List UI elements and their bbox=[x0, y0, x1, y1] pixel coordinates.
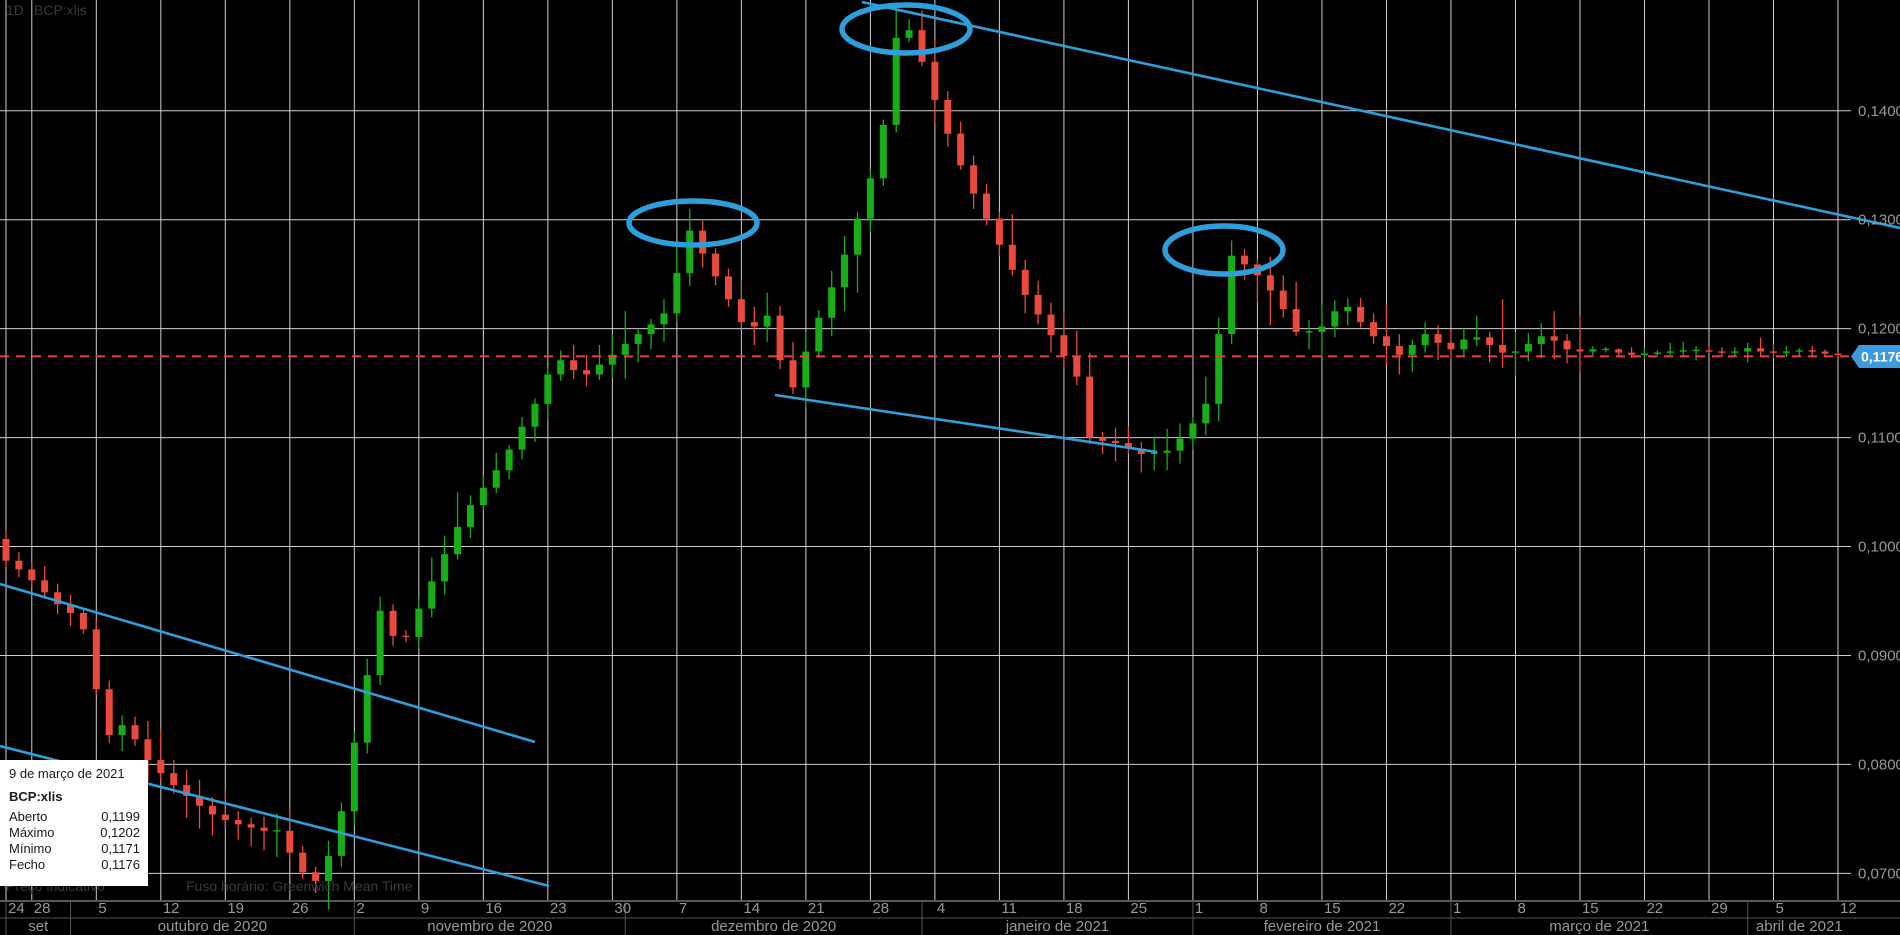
svg-text:26: 26 bbox=[292, 900, 309, 917]
svg-text:outubro de 2020: outubro de 2020 bbox=[158, 918, 267, 935]
svg-text:Fuso horário: Greenwich Mean T: Fuso horário: Greenwich Mean Time bbox=[186, 878, 413, 894]
svg-text:novembro de 2020: novembro de 2020 bbox=[427, 918, 552, 935]
svg-text:0,1400: 0,1400 bbox=[1858, 103, 1900, 120]
svg-text:0,0900: 0,0900 bbox=[1858, 647, 1900, 664]
svg-text:24: 24 bbox=[8, 900, 25, 917]
svg-text:22: 22 bbox=[1646, 900, 1663, 917]
svg-text:0,1200: 0,1200 bbox=[1858, 321, 1900, 338]
svg-text:16: 16 bbox=[485, 900, 502, 917]
svg-text:21: 21 bbox=[808, 900, 825, 917]
svg-text:12: 12 bbox=[1840, 900, 1857, 917]
svg-text:0,1100: 0,1100 bbox=[1858, 430, 1900, 447]
svg-text:30: 30 bbox=[614, 900, 631, 917]
svg-text:12: 12 bbox=[163, 900, 180, 917]
svg-text:8: 8 bbox=[1259, 900, 1267, 917]
svg-text:22: 22 bbox=[1388, 900, 1405, 917]
svg-text:29: 29 bbox=[1711, 900, 1728, 917]
svg-text:23: 23 bbox=[550, 900, 567, 917]
svg-text:0,1176: 0,1176 bbox=[1861, 349, 1900, 365]
svg-text:0,1000: 0,1000 bbox=[1858, 539, 1900, 556]
svg-text:11: 11 bbox=[1001, 900, 1017, 917]
svg-text:abril de 2021: abril de 2021 bbox=[1756, 918, 1843, 935]
svg-text:março de 2021: março de 2021 bbox=[1549, 918, 1649, 935]
svg-text:0,0800: 0,0800 bbox=[1858, 756, 1900, 773]
svg-text:dezembro de 2020: dezembro de 2020 bbox=[711, 918, 836, 935]
svg-text:1D: 1D bbox=[6, 2, 24, 18]
svg-text:28: 28 bbox=[34, 900, 51, 917]
svg-text:5: 5 bbox=[1775, 900, 1783, 917]
svg-text:1: 1 bbox=[1453, 900, 1461, 917]
svg-text:18: 18 bbox=[1066, 900, 1083, 917]
svg-text:0,0700: 0,0700 bbox=[1858, 865, 1900, 882]
svg-text:2: 2 bbox=[356, 900, 364, 917]
svg-text:7: 7 bbox=[679, 900, 687, 917]
svg-text:BCP:xlis: BCP:xlis bbox=[34, 2, 87, 18]
svg-text:4: 4 bbox=[937, 900, 945, 917]
svg-text:fevereiro de 2021: fevereiro de 2021 bbox=[1264, 918, 1381, 935]
svg-text:9: 9 bbox=[421, 900, 429, 917]
svg-text:janeiro de 2021: janeiro de 2021 bbox=[1005, 918, 1109, 935]
svg-text:5: 5 bbox=[98, 900, 106, 917]
svg-text:8: 8 bbox=[1517, 900, 1525, 917]
svg-text:1: 1 bbox=[1195, 900, 1203, 917]
svg-text:14: 14 bbox=[743, 900, 760, 917]
svg-text:25: 25 bbox=[1130, 900, 1147, 917]
svg-text:set: set bbox=[28, 918, 49, 935]
svg-text:15: 15 bbox=[1324, 900, 1341, 917]
svg-text:15: 15 bbox=[1582, 900, 1599, 917]
svg-text:28: 28 bbox=[872, 900, 889, 917]
svg-text:0,1300: 0,1300 bbox=[1858, 212, 1900, 229]
svg-text:19: 19 bbox=[227, 900, 244, 917]
